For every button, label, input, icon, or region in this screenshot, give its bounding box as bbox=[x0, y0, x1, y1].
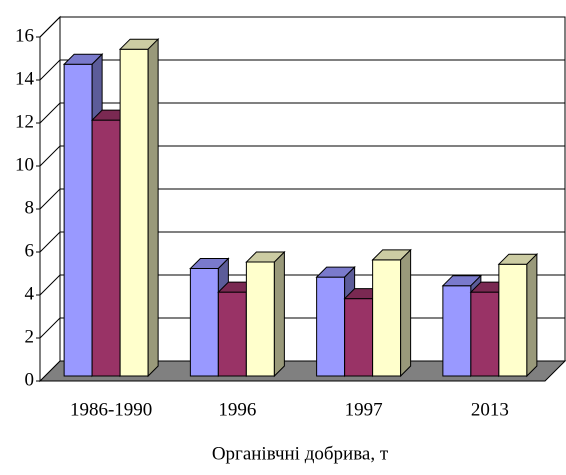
y-tick-label: 4 bbox=[25, 283, 35, 304]
bar-face bbox=[344, 298, 374, 377]
bar-face bbox=[400, 248, 412, 378]
y-tick-label: 6 bbox=[25, 240, 35, 261]
bar-face bbox=[91, 119, 121, 377]
grid-line bbox=[39, 231, 565, 253]
x-tick-label: 2013 bbox=[471, 399, 509, 420]
x-tick-label: 1986-1990 bbox=[70, 399, 152, 420]
bar-face bbox=[442, 285, 472, 377]
bar-face bbox=[147, 37, 159, 378]
grid-line bbox=[39, 16, 565, 38]
bar-face bbox=[372, 259, 402, 377]
x-tick-label: 1997 bbox=[345, 399, 383, 420]
y-tick-label: 2 bbox=[25, 326, 35, 347]
y-tick-label: 10 bbox=[15, 154, 34, 175]
bar-face bbox=[316, 276, 346, 377]
y-tick-label: 12 bbox=[15, 111, 34, 132]
bar-face bbox=[470, 291, 500, 377]
bar-face bbox=[119, 48, 149, 377]
y-tick-label: 14 bbox=[15, 68, 35, 89]
bar-face bbox=[245, 261, 275, 377]
bar-face bbox=[273, 250, 285, 378]
grid-line bbox=[39, 188, 565, 210]
bar-face bbox=[189, 268, 219, 377]
grid-line bbox=[39, 145, 565, 167]
grid-line bbox=[39, 102, 565, 124]
x-axis-label: Органівчні добрива, т bbox=[212, 443, 389, 464]
bar bbox=[497, 252, 539, 378]
x-tick-label: 1996 bbox=[218, 399, 256, 420]
bar bbox=[245, 250, 286, 378]
bar-face bbox=[63, 63, 93, 377]
y-tick-label: 8 bbox=[25, 197, 35, 218]
grid-line bbox=[39, 59, 565, 81]
bar-face bbox=[526, 252, 538, 378]
y-tick-label: 0 bbox=[25, 369, 35, 390]
y-tick-label: 16 bbox=[15, 25, 34, 46]
bar-face bbox=[217, 291, 247, 377]
bar-face bbox=[498, 263, 528, 377]
bar bbox=[118, 37, 160, 378]
bar bbox=[371, 248, 412, 378]
